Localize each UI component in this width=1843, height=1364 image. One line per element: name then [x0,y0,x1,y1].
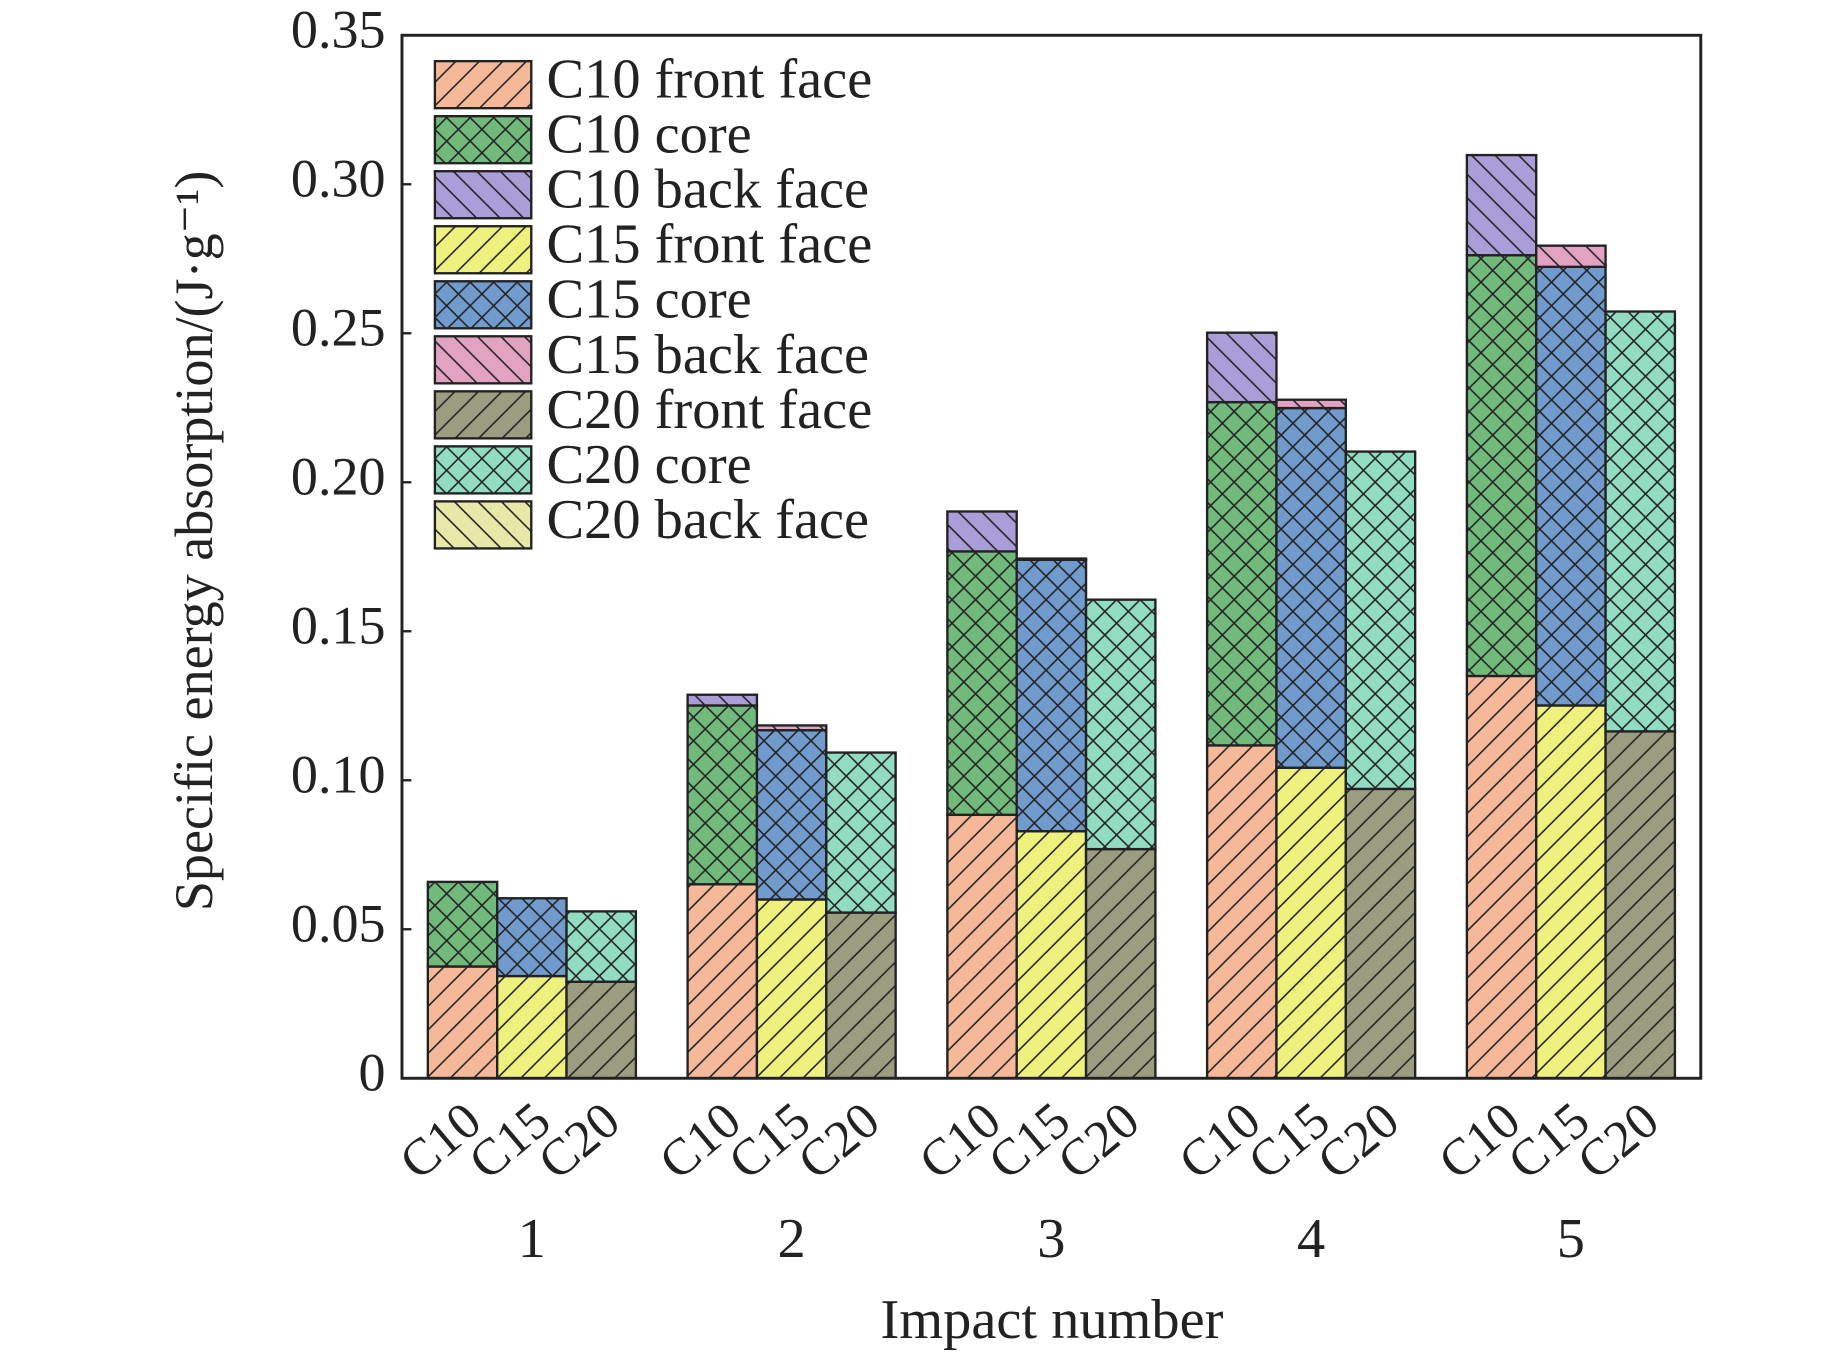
bar-segment [1535,244,1607,268]
bar-segment [1084,598,1157,851]
bar-segment [565,910,638,983]
legend-label: C10 back face [547,159,870,221]
legend-swatch [433,59,533,110]
x-tick-label: 5 [1557,1208,1585,1270]
bar-segment [1535,704,1607,1080]
bar-segment [496,897,568,978]
bar-segment [686,883,759,1080]
legend-label: C20 core [547,434,752,496]
bar-segment [755,724,828,732]
legend-label: C10 core [547,104,752,166]
bar-segment [1604,310,1677,733]
bar-segment [946,510,1018,553]
bar-segment [1604,730,1677,1080]
bar-segment [426,880,499,968]
y-tick-label: 0.15 [291,596,386,656]
bar-segment [1084,847,1157,1080]
legend-swatch [433,335,533,385]
bar-label: C20 [1048,1092,1151,1191]
bar-label: C20 [1307,1092,1410,1191]
bar-segment [1205,400,1278,747]
y-tick-label: 0 [358,1043,385,1103]
bar-segment [1205,744,1278,1080]
bar-segment [1465,153,1538,257]
bar-segment [1275,406,1347,769]
legend-swatch [433,114,533,165]
legend-swatch [433,390,533,440]
y-tick-label: 0.30 [291,149,386,209]
legend-label: C20 front face [547,379,873,441]
x-tick-label: 4 [1297,1208,1325,1270]
legend-label: C10 front face [547,49,873,111]
y-tick-label: 0.20 [291,447,386,507]
legend-swatch [433,500,533,550]
bar-segment [946,813,1018,1080]
legend-swatch [433,445,533,495]
legend-label: C20 back face [547,489,870,551]
y-tick-label: 0.05 [291,894,386,954]
legend-label: C15 core [547,269,752,331]
legend-swatch [433,170,533,220]
bar-segment [1275,398,1347,410]
bar-segment [755,898,828,1080]
bar-segment [1344,787,1417,1080]
bar-segment [755,729,828,901]
x-tick-label: 3 [1037,1208,1065,1270]
bar-segment [426,965,499,1080]
y-tick-label: 0.35 [291,0,386,60]
bar-segment [946,550,1018,817]
bar-segment [1465,674,1538,1080]
y-axis-label: Specific energy absorption/(J·g⁻¹) [164,171,224,912]
bar-segment [686,693,759,707]
x-tick-label: 2 [778,1208,806,1270]
bar-segment [565,980,638,1080]
bar-segment [1015,558,1088,833]
bar-segment [1344,450,1417,791]
bar-segment [496,974,568,1080]
legend-label: C15 front face [547,214,873,276]
bar-segment [1205,331,1278,404]
x-axis-label: Impact number [880,1289,1223,1351]
plot-frame [400,33,1703,1080]
bar-segment [825,911,897,1080]
y-tick-label: 0.10 [291,745,386,805]
legend-swatch [433,225,533,275]
bar-segment [1015,557,1088,561]
bar-segment [1465,254,1538,678]
bar-segment [1015,830,1088,1080]
bar-label: C20 [528,1092,631,1191]
bar-segment [825,751,897,914]
bar-segment [686,704,759,886]
bar-segment [1275,766,1347,1080]
x-tick-label: 1 [518,1208,546,1270]
legend-label: C15 back face [547,324,870,386]
y-tick-label: 0.25 [291,298,386,358]
bar-label: C20 [788,1092,891,1191]
bar-segment [1535,265,1607,707]
bar-label: C20 [1567,1092,1670,1191]
legend-swatch [433,280,533,330]
